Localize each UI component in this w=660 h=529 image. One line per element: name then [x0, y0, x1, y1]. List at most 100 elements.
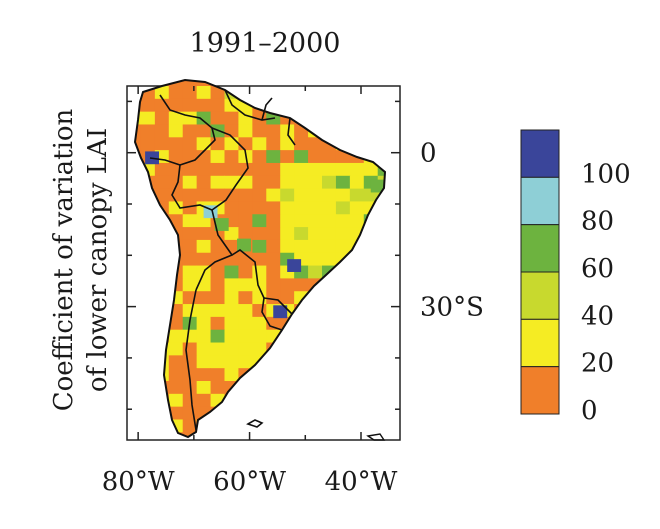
colorbar-label: 40	[581, 301, 614, 331]
grid-cell	[196, 162, 211, 177]
grid-cell	[349, 329, 365, 343]
grid-cell	[182, 124, 198, 138]
grid-cell	[349, 265, 365, 279]
grid-cell	[308, 406, 323, 420]
colorbar-segment	[520, 129, 560, 178]
grid-cell	[210, 419, 225, 433]
grid-cell	[308, 368, 323, 382]
grid-cell	[280, 214, 295, 228]
grid-cell	[392, 330, 406, 343]
colorbar-label: 80	[581, 207, 614, 237]
grid-cell	[377, 393, 385, 408]
grid-cell	[140, 98, 156, 113]
grid-cell	[377, 329, 385, 343]
grid-cell	[196, 124, 211, 138]
grid-cell	[210, 291, 225, 305]
grid-cell	[280, 406, 295, 420]
grid-cell	[210, 342, 225, 356]
grid-cell	[363, 291, 379, 305]
grid-cell	[168, 175, 184, 190]
grid-cell	[135, 278, 142, 292]
grid-cell	[210, 316, 225, 331]
grid-cell	[377, 86, 385, 100]
grid-cell	[308, 329, 323, 343]
grid-cell	[392, 317, 406, 330]
grid-cell	[238, 316, 253, 331]
grid-cell	[140, 239, 156, 254]
grid-cell	[377, 265, 385, 279]
grid-cell	[154, 291, 170, 305]
grid-cell	[224, 278, 239, 292]
grid-cell	[335, 393, 351, 408]
grid-cell	[377, 406, 385, 420]
grid-cell	[335, 239, 351, 254]
grid-cell	[196, 137, 211, 151]
grid-cell	[322, 432, 337, 437]
grid-cell	[266, 124, 281, 138]
grid-cell	[135, 432, 142, 437]
grid-cell	[363, 111, 379, 125]
grid-cell	[322, 86, 337, 100]
grid-cell	[210, 137, 225, 151]
grid-cell	[140, 265, 156, 279]
grid-cell	[224, 329, 239, 343]
grid-cell	[140, 291, 156, 305]
grid-cell	[168, 150, 184, 164]
grid-cell	[196, 227, 211, 241]
grid-cell	[294, 342, 309, 356]
grid-cell	[349, 381, 365, 395]
grid-cell	[392, 266, 406, 279]
grid-cell	[349, 342, 365, 356]
grid-cell	[196, 393, 211, 408]
grid-cell	[308, 86, 323, 100]
grid-cell	[392, 124, 406, 137]
grid-cell	[280, 355, 295, 369]
grid-cell	[154, 265, 170, 279]
grid-cell	[168, 137, 184, 151]
grid-cell	[210, 188, 225, 202]
grid-cell	[335, 419, 351, 433]
grid-cell	[182, 201, 198, 215]
grid-cell	[308, 239, 323, 254]
grid-cell	[363, 393, 379, 408]
grid-cell	[252, 278, 267, 292]
grid-cell	[308, 175, 323, 190]
grid-cell	[266, 201, 281, 215]
colorbar-segment	[520, 224, 560, 273]
grid-cell	[252, 162, 267, 177]
grid-cell	[238, 278, 253, 292]
grid-cell	[308, 162, 323, 177]
grid-cell	[335, 162, 351, 177]
grid-cell	[252, 239, 267, 254]
grid-cell	[335, 316, 351, 331]
grid-cell	[154, 175, 170, 190]
colorbar-label: 60	[581, 254, 614, 284]
grid-cell	[140, 227, 156, 241]
grid-cell	[196, 368, 211, 382]
grid-cell	[363, 86, 379, 100]
grid-cell	[140, 316, 156, 331]
grid-cell	[308, 265, 323, 279]
grid-cell	[224, 355, 239, 369]
grid-cell	[252, 393, 267, 408]
grid-cell	[154, 316, 170, 331]
grid-cell	[349, 291, 365, 305]
grid-cell	[210, 265, 225, 279]
grid-cell	[266, 239, 281, 254]
grid-cell	[252, 368, 267, 382]
grid-cell	[349, 86, 365, 100]
grid-cell	[335, 98, 351, 113]
grid-cell	[294, 162, 309, 177]
grid-cell	[363, 381, 379, 395]
grid-cell	[322, 342, 337, 356]
grid-cell	[322, 381, 337, 395]
grid-cell	[294, 368, 309, 382]
grid-cell	[252, 381, 267, 395]
grid-cell	[182, 419, 198, 433]
grid-cell	[168, 124, 184, 138]
grid-cell	[252, 201, 267, 215]
grid-cell	[182, 393, 198, 408]
grid-cell	[224, 201, 239, 215]
grid-cell	[294, 406, 309, 420]
grid-cell	[392, 368, 406, 381]
